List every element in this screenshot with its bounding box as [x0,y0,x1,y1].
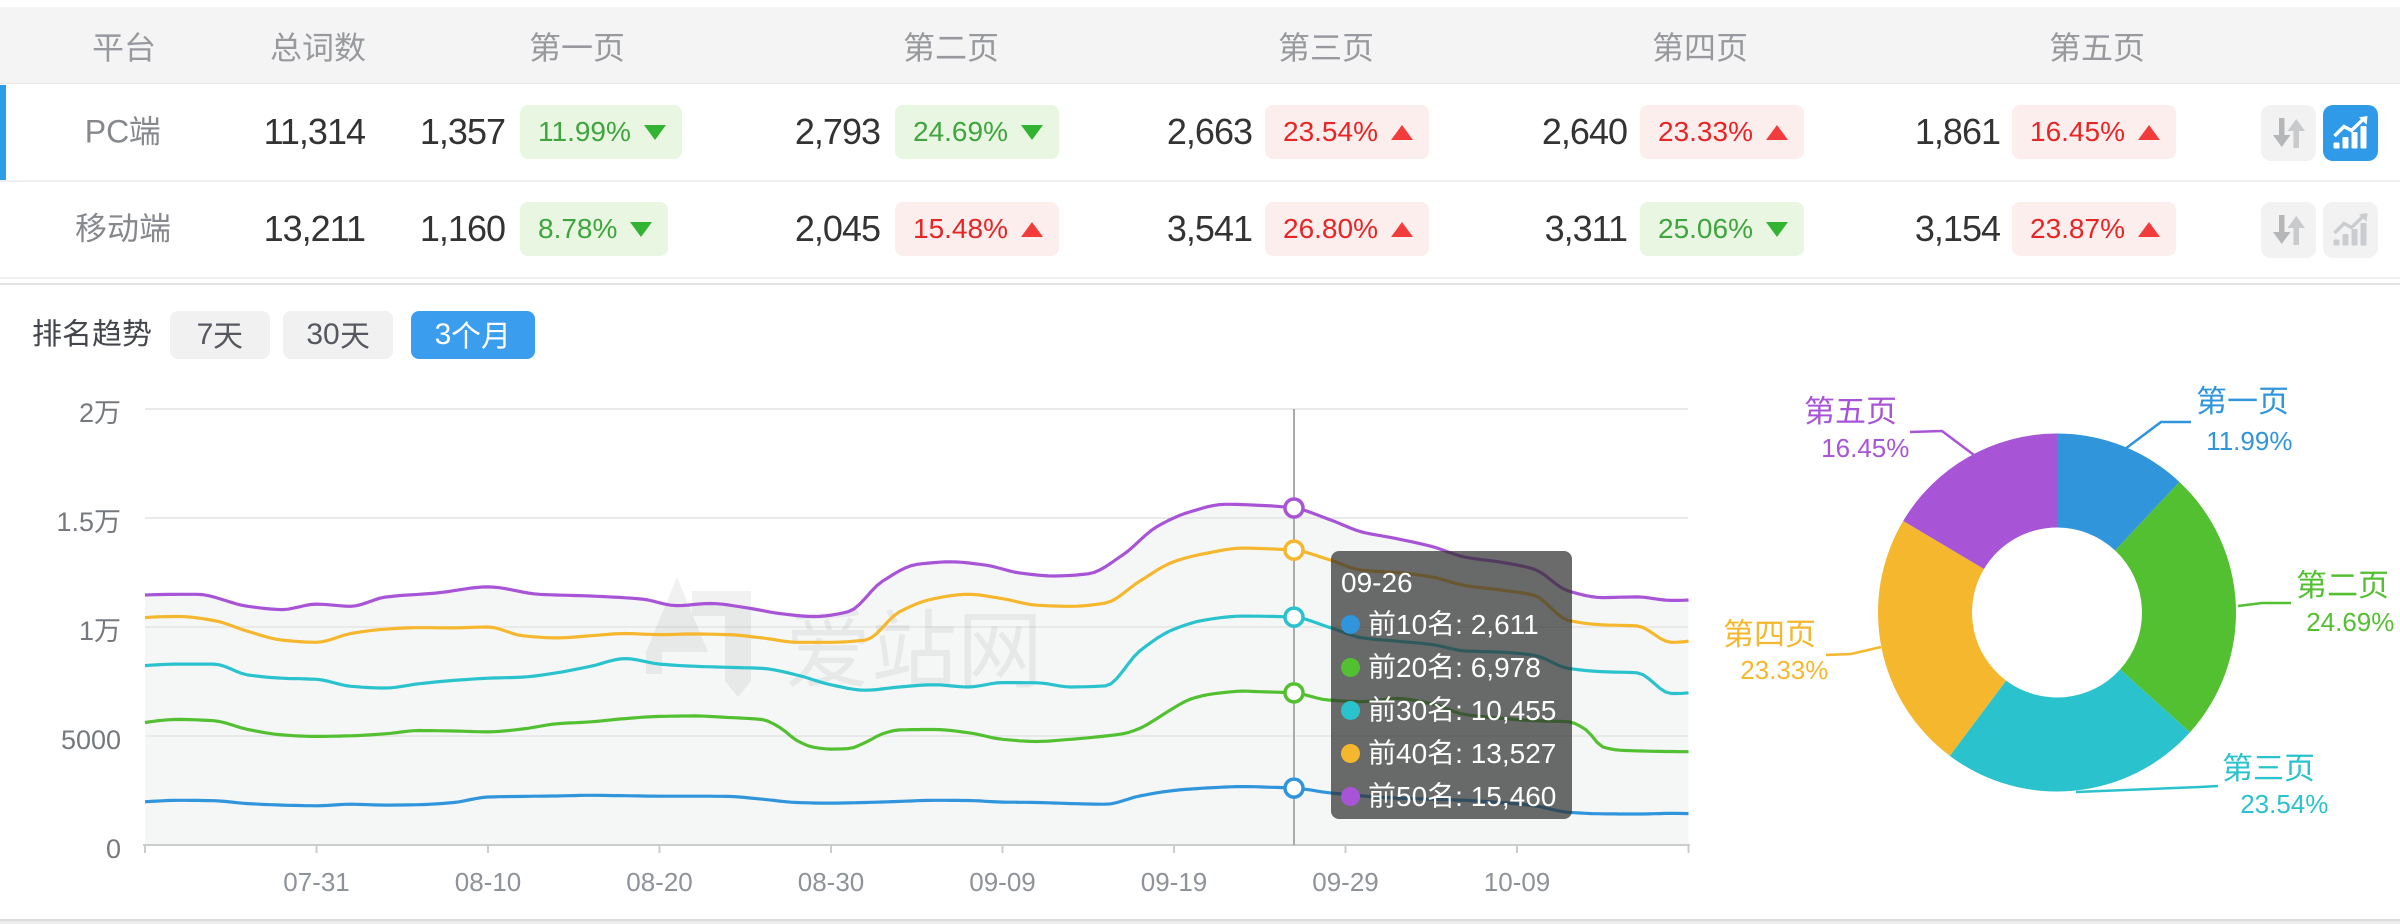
svg-text:1.5: 1.5 [57,507,95,537]
svg-text:08-20: 08-20 [626,867,693,897]
svg-text:16.45%: 16.45% [1821,433,1909,463]
svg-text:11.99%: 11.99% [2206,426,2292,456]
svg-text:07-31: 07-31 [283,867,350,897]
svg-text:08-30: 08-30 [798,867,865,897]
svg-text:23.54%: 23.54% [2240,789,2328,819]
svg-text:0: 0 [106,834,121,864]
svg-text:5000: 5000 [61,725,121,755]
svg-text:09-29: 09-29 [1312,867,1379,897]
svg-text:09-19: 09-19 [1141,867,1208,897]
svg-text:2: 2 [79,398,94,428]
svg-text:24.69%: 24.69% [2306,607,2394,637]
svg-text:09-09: 09-09 [969,867,1036,897]
svg-text:1: 1 [79,616,94,646]
svg-text:10-09: 10-09 [1484,867,1551,897]
svg-text:08-10: 08-10 [455,867,522,897]
svg-text:23.33%: 23.33% [1740,655,1828,685]
